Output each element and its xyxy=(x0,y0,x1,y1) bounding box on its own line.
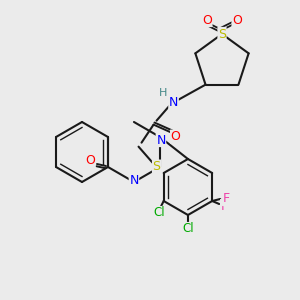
Text: N: N xyxy=(129,173,139,187)
Text: F: F xyxy=(220,200,228,212)
Text: Cl: Cl xyxy=(153,206,164,220)
Text: O: O xyxy=(85,154,95,167)
Text: F: F xyxy=(223,193,230,206)
Text: H: H xyxy=(159,88,168,98)
Text: N: N xyxy=(169,96,178,109)
Text: Cl: Cl xyxy=(182,223,194,236)
Text: O: O xyxy=(202,14,212,26)
Text: S: S xyxy=(218,28,226,40)
Text: O: O xyxy=(232,14,242,26)
Text: N: N xyxy=(156,134,166,146)
Text: S: S xyxy=(152,160,160,173)
Text: O: O xyxy=(171,130,181,143)
